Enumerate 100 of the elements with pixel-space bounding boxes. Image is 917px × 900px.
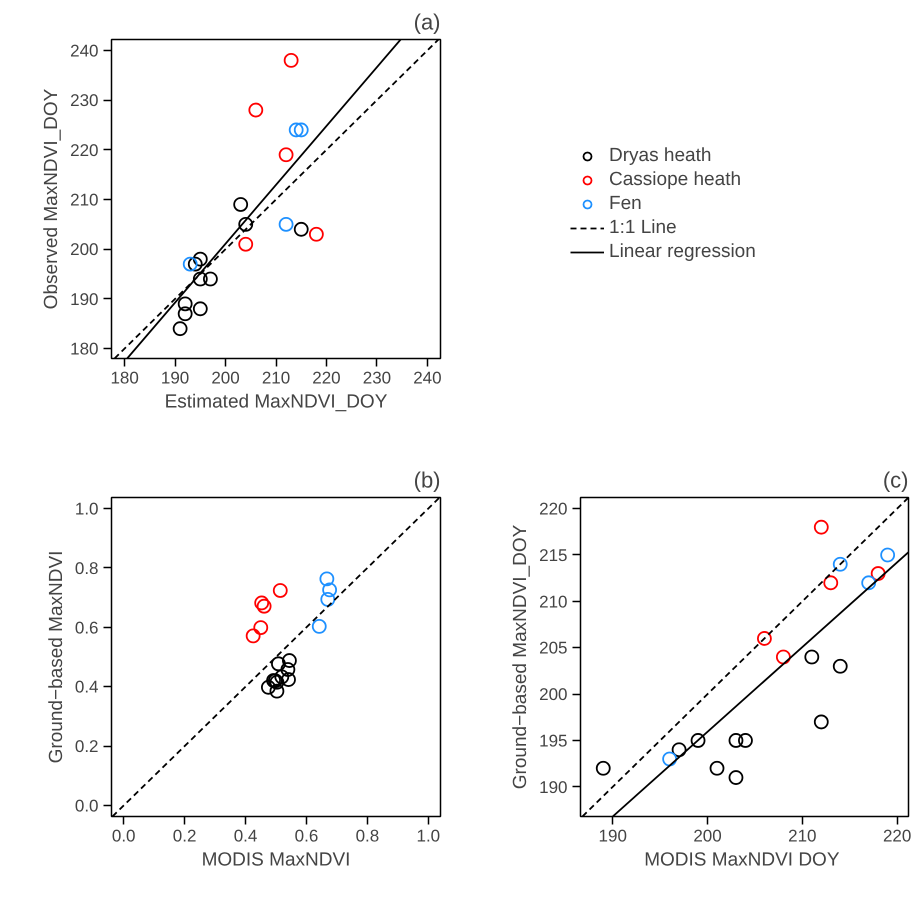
x-tick-label: 0.8 [356, 826, 380, 846]
point [278, 216, 294, 232]
point [192, 301, 208, 316]
x-tick-label: 210 [262, 368, 290, 388]
point [880, 548, 896, 562]
y-tick-label: 200 [70, 240, 99, 260]
point [662, 752, 678, 766]
point [814, 520, 829, 535]
y-tick-label: 0.2 [74, 737, 99, 756]
y-axis-title: Observed MaxNDVI_DOY [41, 88, 62, 310]
y-tick-label: 0.6 [74, 618, 99, 638]
y-tick-label: 195 [539, 731, 568, 750]
point [823, 575, 838, 590]
x-tick-label: 220 [312, 368, 341, 388]
x-tick-label: 0.6 [294, 826, 318, 846]
point [271, 656, 286, 672]
point [188, 256, 203, 272]
x-tick-label: 210 [788, 826, 817, 846]
legend-label: Dryas heath [609, 145, 712, 167]
y-tick-label: 200 [539, 685, 568, 704]
point [278, 147, 294, 162]
y-tick-label: 0.0 [74, 796, 99, 816]
point [312, 619, 327, 634]
point [270, 684, 284, 699]
y-tick-label: 215 [539, 546, 568, 565]
point [182, 256, 198, 272]
point [308, 226, 324, 242]
x-tick-label: 200 [693, 826, 722, 846]
point [282, 653, 297, 668]
legend-label: Cassiope heath [609, 169, 742, 191]
legend-label: Fen [609, 193, 642, 215]
point [757, 631, 772, 646]
x-tick-label: 0.0 [112, 826, 136, 846]
point [728, 733, 744, 748]
point [804, 650, 820, 664]
y-tick-label: 190 [539, 778, 568, 797]
point [284, 52, 299, 68]
point [672, 742, 686, 758]
point [233, 197, 248, 212]
y-tick-label: 220 [539, 500, 568, 519]
point [272, 583, 288, 598]
x-tick-label: 200 [211, 368, 240, 388]
x-tick-label: 190 [160, 368, 190, 388]
chart-title: (b) [414, 468, 441, 492]
point [192, 272, 208, 286]
point [814, 714, 829, 730]
point [288, 122, 304, 138]
point [246, 628, 261, 644]
y-axis-title: Ground−based MaxNDVI [46, 550, 67, 764]
point [320, 592, 336, 607]
y-tick-label: 220 [70, 140, 99, 160]
x-axis-title: Estimated MaxNDVI_DOY [164, 392, 388, 412]
point [832, 658, 848, 674]
point [294, 122, 309, 138]
point [256, 598, 272, 614]
x-axis-title: MODIS MaxNDVI DOY [644, 850, 840, 870]
point [248, 102, 264, 118]
legend-label: 1:1 Line [609, 217, 677, 239]
y-axis-title: Ground−based MaxNDVI_DOY [510, 524, 532, 790]
y-tick-label: 210 [539, 592, 568, 612]
y-tick-label: 240 [70, 41, 99, 60]
point [254, 596, 270, 610]
point [203, 272, 218, 286]
point [596, 760, 611, 776]
chart-title: (a) [414, 10, 441, 34]
point [870, 566, 886, 581]
point [294, 222, 309, 237]
y-tick-label: 1.0 [74, 499, 99, 518]
x-tick-label: 220 [882, 826, 912, 846]
point [690, 733, 706, 748]
x-tick-label: 240 [413, 368, 442, 388]
point [274, 670, 290, 684]
y-tick-label: 0.8 [74, 558, 99, 578]
y-tick-label: 190 [70, 290, 99, 309]
legend-label: Linear regression [609, 241, 756, 263]
y-tick-label: 205 [539, 638, 568, 658]
point [178, 296, 193, 312]
point [832, 556, 848, 572]
point [238, 236, 254, 252]
y-tick-label: 180 [70, 340, 99, 359]
y-tick-label: 210 [70, 190, 99, 210]
point [738, 733, 753, 748]
point [861, 575, 876, 590]
x-tick-label: 180 [110, 368, 139, 388]
point [319, 571, 334, 586]
y-tick-label: 0.4 [74, 678, 99, 697]
chart-title: (c) [882, 468, 909, 492]
point [710, 760, 724, 776]
x-axis-title: MODIS MaxNDVI [202, 850, 350, 870]
x-tick-label: 230 [362, 368, 392, 388]
point [178, 306, 193, 322]
point [776, 650, 791, 664]
point [260, 680, 276, 695]
point [253, 620, 268, 635]
x-tick-label: 0.2 [172, 826, 196, 846]
point [322, 582, 338, 598]
point [192, 252, 208, 267]
x-tick-label: 1.0 [416, 826, 440, 846]
y-tick-label: 230 [70, 91, 99, 110]
point [281, 672, 296, 687]
